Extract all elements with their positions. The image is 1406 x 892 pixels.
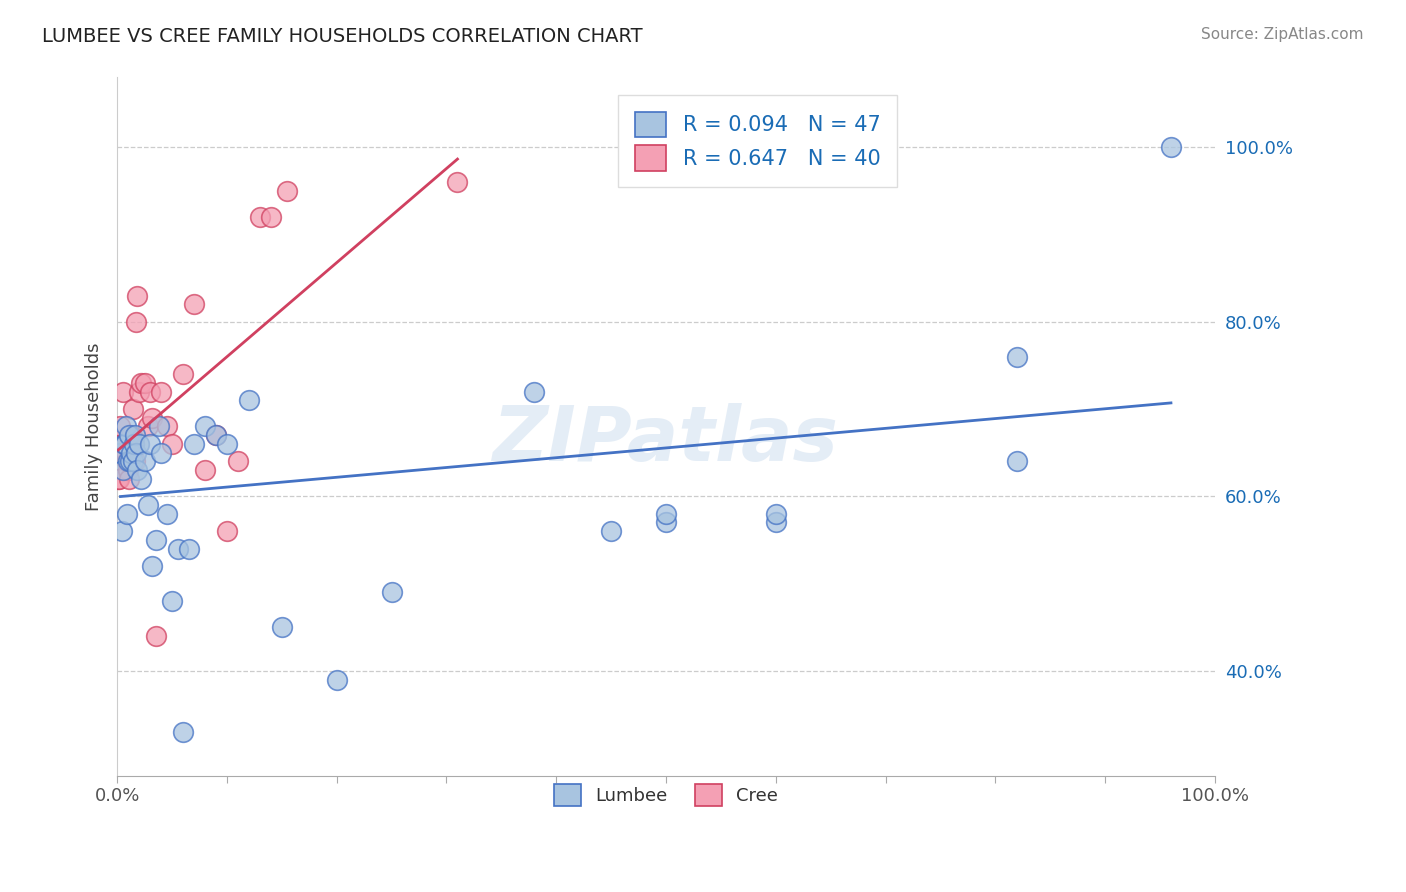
Legend: Lumbee, Cree: Lumbee, Cree — [546, 775, 787, 815]
Point — [117, 454, 139, 468]
Point — [108, 472, 131, 486]
Y-axis label: Family Households: Family Households — [86, 343, 103, 511]
Point — [381, 585, 404, 599]
Point — [118, 428, 141, 442]
Point — [128, 384, 150, 399]
Point — [276, 184, 298, 198]
Point — [139, 437, 162, 451]
Point — [121, 402, 143, 417]
Point — [145, 533, 167, 547]
Point — [115, 454, 138, 468]
Point — [120, 445, 142, 459]
Point — [655, 507, 678, 521]
Point — [125, 315, 148, 329]
Point — [177, 541, 200, 556]
Point — [112, 437, 135, 451]
Point — [125, 288, 148, 302]
Point — [112, 445, 135, 459]
Point — [125, 445, 148, 459]
Point — [183, 437, 205, 451]
Point — [249, 210, 271, 224]
Point — [150, 384, 173, 399]
Point — [446, 175, 468, 189]
Point — [114, 437, 136, 451]
Point — [131, 376, 153, 390]
Point — [270, 620, 292, 634]
Point — [110, 445, 132, 459]
Point — [1007, 350, 1029, 364]
Point — [128, 437, 150, 451]
Point — [523, 384, 546, 399]
Point — [765, 507, 787, 521]
Point — [238, 393, 260, 408]
Point — [134, 454, 156, 468]
Point — [183, 297, 205, 311]
Point — [160, 437, 183, 451]
Text: Source: ZipAtlas.com: Source: ZipAtlas.com — [1201, 27, 1364, 42]
Point — [122, 437, 145, 451]
Point — [120, 428, 142, 442]
Point — [1160, 140, 1182, 154]
Point — [115, 445, 138, 459]
Point — [122, 437, 145, 451]
Point — [226, 454, 249, 468]
Point — [194, 419, 217, 434]
Point — [155, 419, 177, 434]
Point — [765, 516, 787, 530]
Point — [107, 472, 129, 486]
Point — [260, 210, 283, 224]
Point — [110, 524, 132, 538]
Point — [150, 445, 173, 459]
Point — [121, 454, 143, 468]
Point — [131, 472, 153, 486]
Point — [136, 498, 159, 512]
Point — [145, 629, 167, 643]
Text: LUMBEE VS CREE FAMILY HOUSEHOLDS CORRELATION CHART: LUMBEE VS CREE FAMILY HOUSEHOLDS CORRELA… — [42, 27, 643, 45]
Point — [1007, 454, 1029, 468]
Point — [111, 384, 134, 399]
Point — [134, 376, 156, 390]
Point — [120, 454, 142, 468]
Point — [139, 384, 162, 399]
Point — [115, 507, 138, 521]
Point — [205, 428, 228, 442]
Text: ZIPatlas: ZIPatlas — [494, 403, 839, 477]
Point — [215, 524, 238, 538]
Point — [124, 454, 146, 468]
Point — [110, 419, 132, 434]
Point — [160, 594, 183, 608]
Point — [141, 559, 163, 574]
Point — [194, 463, 217, 477]
Point — [215, 437, 238, 451]
Point — [117, 463, 139, 477]
Point — [110, 437, 132, 451]
Point — [118, 472, 141, 486]
Point — [600, 524, 623, 538]
Point — [112, 437, 135, 451]
Point — [205, 428, 228, 442]
Point — [141, 410, 163, 425]
Point — [325, 673, 347, 687]
Point — [117, 454, 139, 468]
Point — [155, 507, 177, 521]
Point — [114, 437, 136, 451]
Point — [124, 428, 146, 442]
Point — [655, 516, 678, 530]
Point — [148, 419, 170, 434]
Point — [111, 463, 134, 477]
Point — [172, 367, 194, 381]
Point — [172, 724, 194, 739]
Point — [120, 445, 142, 459]
Point — [115, 419, 138, 434]
Point — [125, 463, 148, 477]
Point — [166, 541, 188, 556]
Point — [136, 419, 159, 434]
